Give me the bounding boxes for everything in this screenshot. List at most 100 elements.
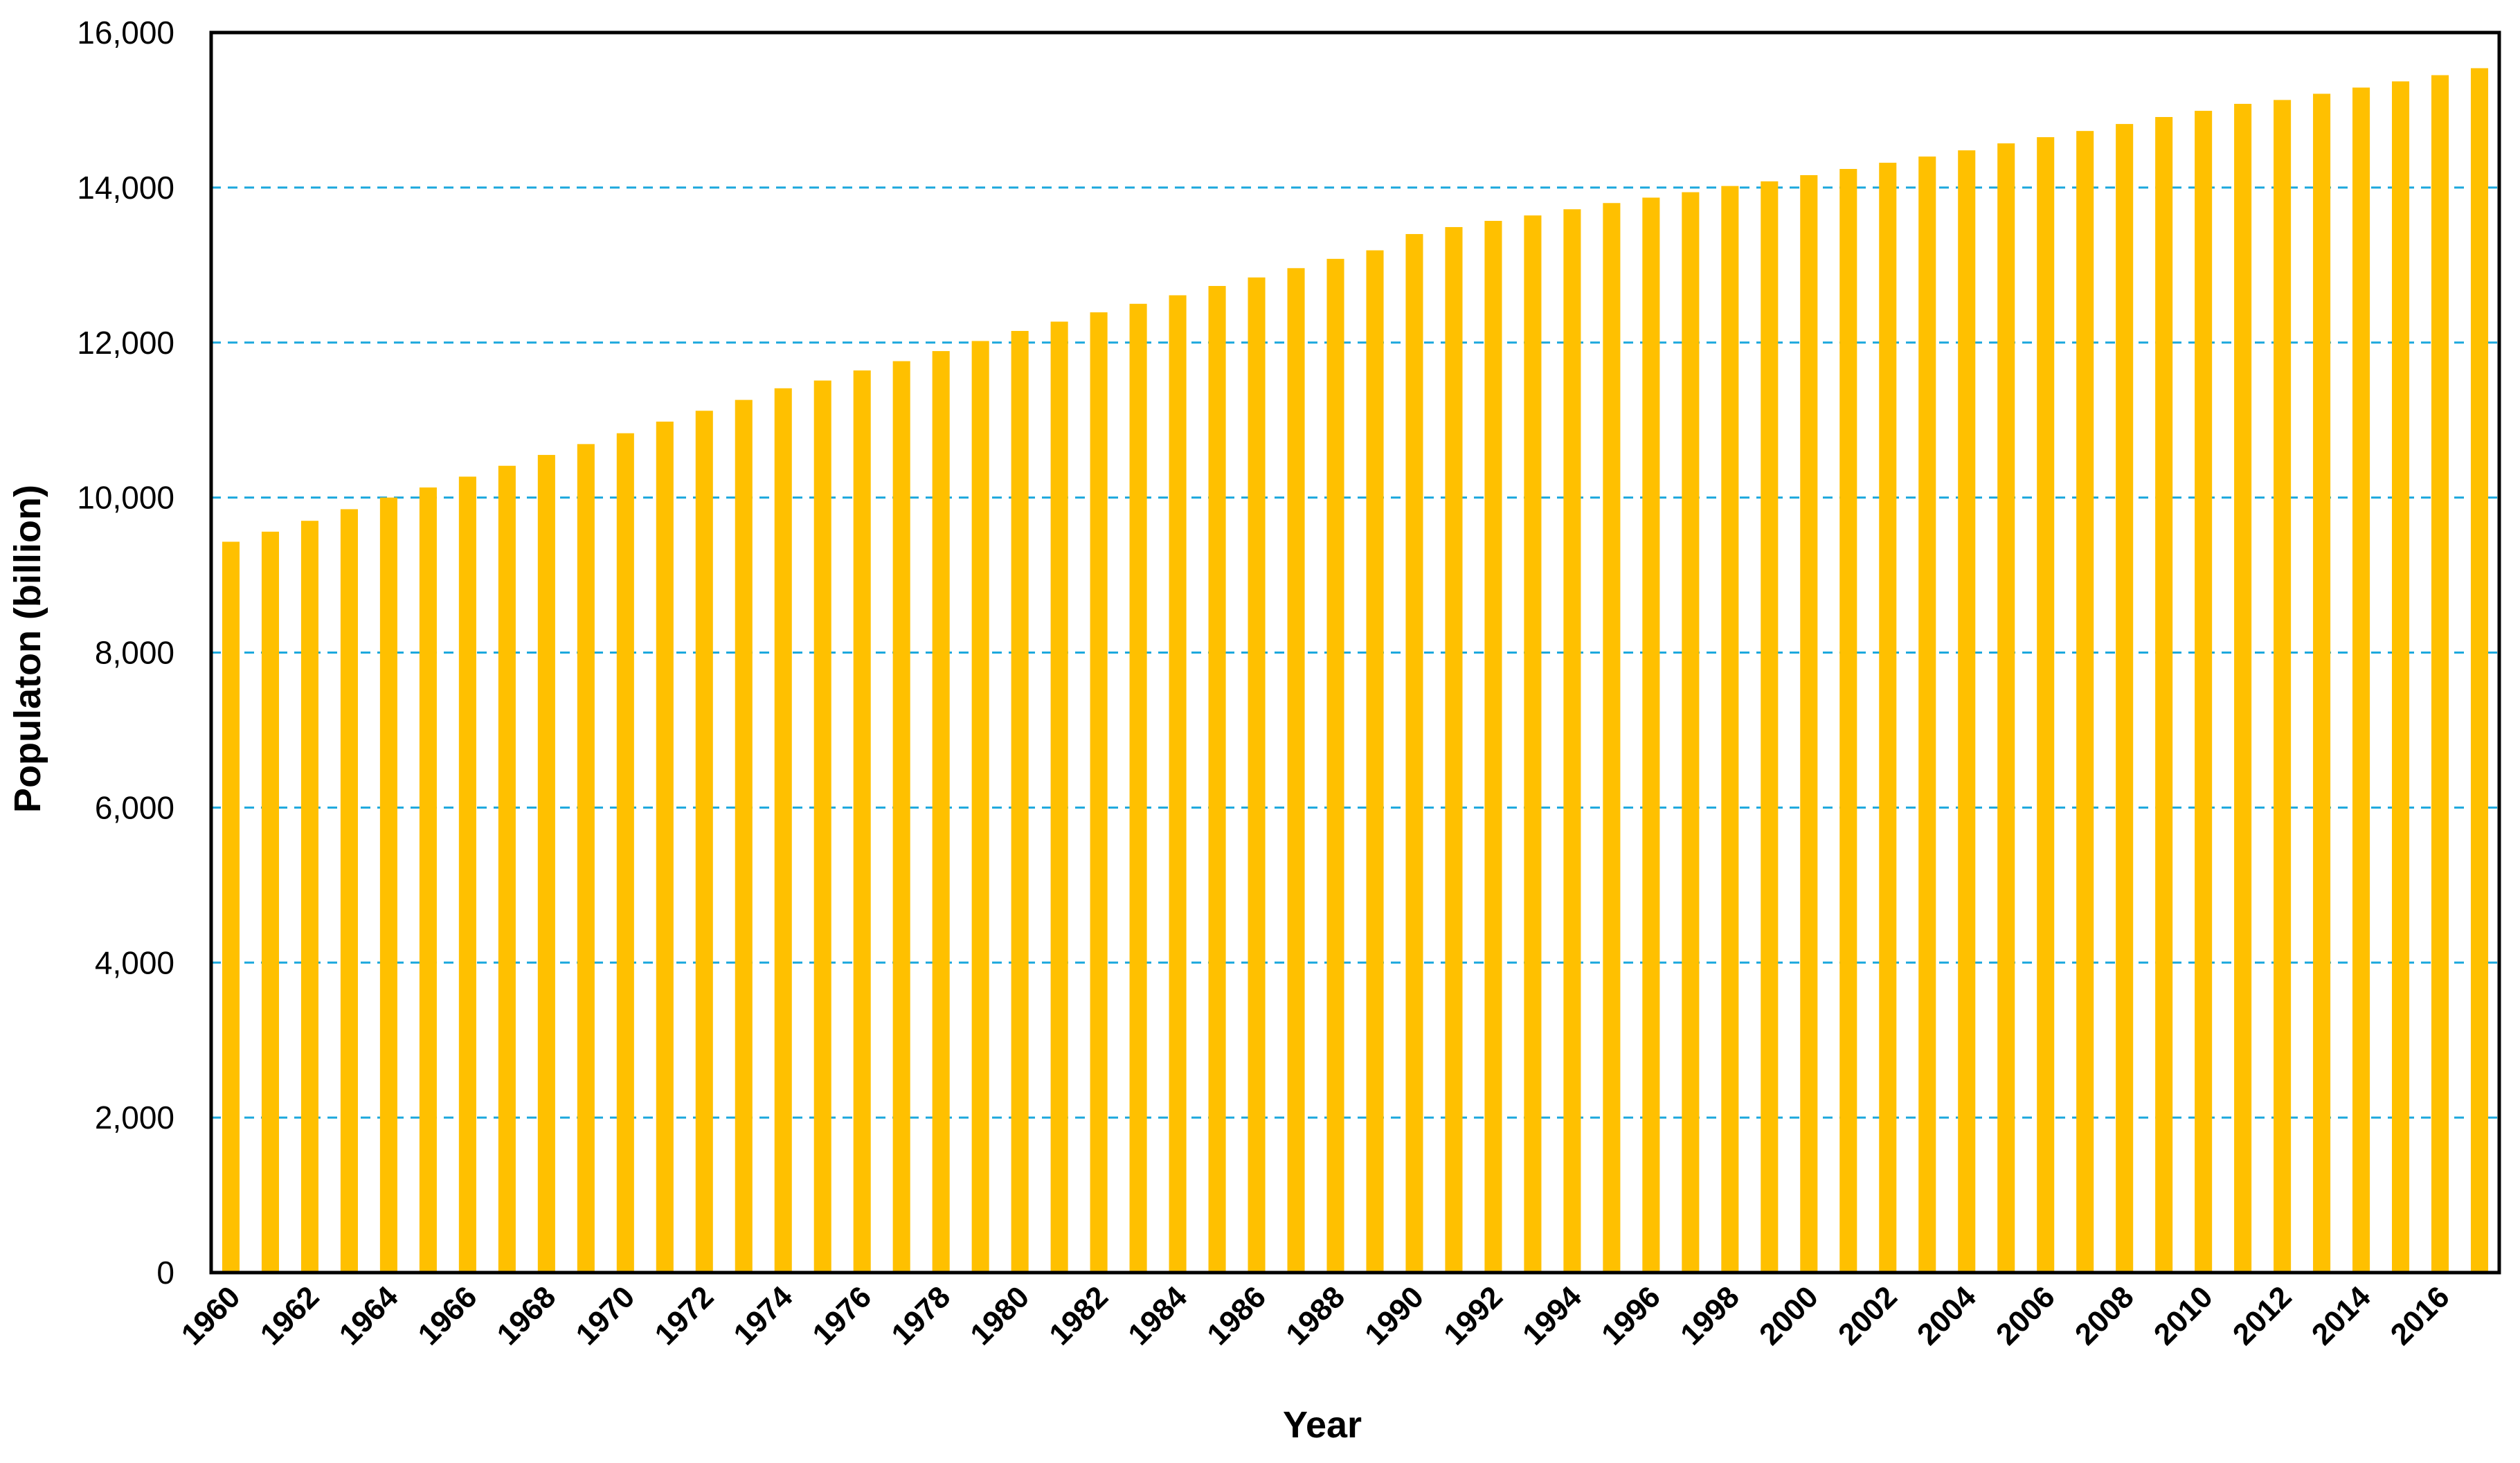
x-tick-label: 2000 [1753, 1280, 1825, 1352]
bar-1975 [813, 380, 831, 1273]
plot-frame [209, 30, 2501, 1275]
x-tick-label: 1970 [570, 1280, 642, 1352]
x-tick-label: 2004 [1911, 1280, 1983, 1352]
x-tick-label: 1974 [727, 1280, 799, 1352]
x-tick-label: 1966 [412, 1280, 484, 1352]
bar-1980 [1011, 330, 1029, 1273]
bar-2006 [2037, 137, 2055, 1273]
bar-1971 [656, 421, 674, 1273]
bars [222, 68, 2489, 1273]
bar-1969 [577, 444, 595, 1273]
bar-2004 [1958, 150, 1976, 1273]
bar-1992 [1484, 221, 1502, 1273]
x-tick-label: 1964 [333, 1280, 405, 1352]
x-tick-label: 2010 [2148, 1280, 2220, 1352]
bar-2001 [1839, 169, 1857, 1273]
bar-1990 [1405, 234, 1423, 1273]
x-tick-label: 2008 [2069, 1280, 2141, 1352]
x-tick-label: 1960 [175, 1280, 247, 1352]
x-tick-label: 1976 [806, 1280, 878, 1352]
bar-1996 [1642, 197, 1660, 1273]
y-tick-label: 12,000 [77, 325, 174, 361]
bar-1973 [735, 400, 753, 1273]
bar-1965 [419, 487, 437, 1273]
y-tick-label: 10,000 [77, 480, 174, 516]
bar-1979 [971, 341, 989, 1273]
bar-1970 [616, 433, 634, 1273]
bar-1989 [1366, 250, 1384, 1273]
x-tick-label: 1982 [1043, 1280, 1115, 1352]
bar-1998 [1721, 186, 1739, 1273]
bar-2008 [2116, 124, 2134, 1273]
bar-1964 [379, 497, 397, 1273]
bar-1993 [1524, 215, 1542, 1273]
bar-1991 [1445, 226, 1463, 1273]
x-axis-title: Year [1283, 1404, 1362, 1446]
y-tick-label: 14,000 [77, 170, 174, 206]
bar-2014 [2352, 87, 2370, 1273]
bar-1966 [458, 476, 476, 1273]
x-tick-label: 1994 [1516, 1280, 1588, 1352]
bar-1986 [1248, 277, 1266, 1273]
x-tick-label: 1988 [1279, 1280, 1351, 1352]
bar-1963 [340, 509, 358, 1273]
x-tick-label: 1996 [1595, 1280, 1667, 1352]
bar-1960 [222, 541, 240, 1273]
x-tick-label: 1962 [254, 1280, 326, 1352]
bar-2002 [1879, 163, 1897, 1273]
bar-1987 [1287, 268, 1305, 1273]
bar-1967 [498, 465, 516, 1273]
bar-1972 [695, 411, 713, 1273]
x-tick-label: 1968 [491, 1280, 563, 1352]
bar-2003 [1918, 156, 1936, 1273]
x-tick-label: 1984 [1122, 1280, 1194, 1352]
y-tick-label: 8,000 [95, 635, 174, 671]
y-tick-label: 2,000 [95, 1100, 174, 1136]
bar-2007 [2076, 131, 2094, 1273]
y-axis-title: Populaton (billion) [7, 485, 48, 813]
bar-1981 [1050, 321, 1068, 1273]
bar-2017 [2470, 68, 2489, 1273]
bar-1984 [1169, 295, 1187, 1273]
bar-1985 [1208, 286, 1226, 1273]
x-tick-label: 1990 [1358, 1280, 1430, 1352]
bar-1997 [1682, 192, 1700, 1273]
bar-1988 [1326, 258, 1344, 1273]
bar-1962 [300, 521, 318, 1273]
bar-1976 [853, 370, 871, 1273]
bar-2009 [2155, 117, 2173, 1273]
bar-2010 [2195, 111, 2213, 1273]
x-tick-label: 2012 [2226, 1280, 2298, 1352]
y-tick-label: 0 [156, 1255, 174, 1291]
x-tick-label: 1972 [648, 1280, 720, 1352]
bar-2013 [2313, 93, 2331, 1273]
bar-1983 [1129, 303, 1147, 1273]
bar-1978 [932, 351, 950, 1273]
bar-1994 [1563, 209, 1581, 1273]
bar-1961 [261, 531, 280, 1273]
bar-1977 [892, 361, 910, 1273]
x-tick-label: 1986 [1200, 1280, 1272, 1352]
bar-2011 [2234, 103, 2252, 1273]
bar-2005 [1997, 143, 2015, 1273]
bar-1974 [774, 388, 792, 1273]
bar-2016 [2431, 75, 2449, 1273]
x-tick-label: 2002 [1832, 1280, 1904, 1352]
x-axis-ticks: 1960 1962 1964 1966 1968 1970 1972 1974 1976 1978… [175, 1280, 2456, 1352]
bar-2015 [2392, 81, 2410, 1273]
y-axis-ticks: 0 2,000 4,000 6,000 8,000 10,000 12,000 14,000 1… [77, 15, 174, 1291]
x-tick-label: 1978 [885, 1280, 957, 1352]
bar-2000 [1800, 174, 1818, 1273]
bar-1982 [1090, 312, 1108, 1273]
bar-2012 [2274, 100, 2292, 1273]
bar-1995 [1603, 203, 1621, 1273]
x-tick-label: 1992 [1437, 1280, 1509, 1352]
x-tick-label: 2016 [2384, 1280, 2456, 1352]
x-tick-label: 1980 [964, 1280, 1036, 1352]
y-tick-label: 16,000 [77, 15, 174, 51]
y-tick-label: 6,000 [95, 789, 174, 825]
x-tick-label: 2006 [1990, 1280, 2062, 1352]
bar-1968 [537, 455, 555, 1273]
